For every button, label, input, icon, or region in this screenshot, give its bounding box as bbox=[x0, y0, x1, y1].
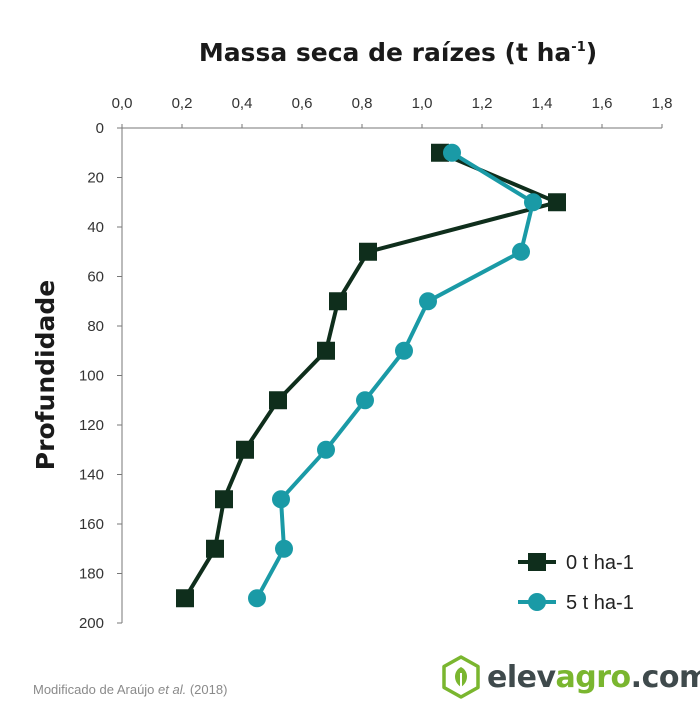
source-credit: Modificado de Araújo et al. (2018) bbox=[33, 682, 228, 697]
legend-marker bbox=[528, 593, 546, 611]
y-tick-label: 200 bbox=[79, 615, 104, 632]
logo-text-com: .com bbox=[630, 659, 700, 695]
data-point-circle bbox=[275, 539, 293, 558]
x-tick-label: 1,8 bbox=[652, 95, 673, 112]
data-point-square bbox=[236, 440, 254, 459]
hexagon-leaf-icon bbox=[442, 655, 480, 699]
y-tick-label: 20 bbox=[87, 170, 104, 187]
data-point-square bbox=[215, 490, 233, 509]
axes bbox=[117, 124, 663, 624]
y-tick-label: 40 bbox=[87, 219, 104, 236]
data-point-circle bbox=[512, 242, 530, 261]
y-tick-label: 120 bbox=[79, 417, 104, 434]
y-tick-label: 80 bbox=[87, 318, 104, 335]
x-tick-label: 1,0 bbox=[412, 95, 433, 112]
y-tick-label: 160 bbox=[79, 516, 104, 533]
data-point-square bbox=[329, 292, 347, 311]
y-tick-label: 180 bbox=[79, 566, 104, 583]
x-tick-label: 0,2 bbox=[172, 95, 193, 112]
logo-text-agro: agro bbox=[555, 659, 632, 695]
data-point-square bbox=[359, 242, 377, 261]
x-tick-label: 0,0 bbox=[112, 95, 133, 112]
x-tick-label: 1,4 bbox=[532, 95, 553, 112]
logo-text-elev: elev bbox=[487, 659, 556, 695]
series-0 bbox=[176, 143, 566, 608]
legend-item: 0 t ha-1 bbox=[518, 552, 634, 574]
series-line bbox=[255, 151, 535, 600]
y-tick-label: 100 bbox=[79, 368, 104, 385]
y-axis-label: Profundidade bbox=[31, 280, 60, 470]
data-point-circle bbox=[317, 440, 335, 459]
data-point-circle bbox=[356, 391, 374, 410]
legend-label: 5 t ha-1 bbox=[566, 592, 634, 614]
y-tick-label: 140 bbox=[79, 467, 104, 484]
x-tick-labels: 0,0 0,2 0,4 0,6 0,8 1,0 1,2 1,4 1,6 1,8 bbox=[112, 95, 673, 112]
data-point-square bbox=[317, 341, 335, 360]
x-tick-label: 0,8 bbox=[352, 95, 373, 112]
data-point-square bbox=[269, 391, 287, 410]
data-point-circle bbox=[395, 341, 413, 360]
data-point-circle bbox=[524, 193, 542, 212]
data-point-square bbox=[176, 589, 194, 608]
series-line bbox=[183, 150, 559, 600]
legend-item: 5 t ha-1 bbox=[518, 592, 634, 614]
legend-marker bbox=[528, 553, 546, 571]
legend-label: 0 t ha-1 bbox=[566, 552, 634, 574]
data-point-circle bbox=[443, 143, 461, 162]
x-tick-label: 0,4 bbox=[232, 95, 253, 112]
data-point-square bbox=[206, 539, 224, 558]
chart-title: Massa seca de raízes (t ha-1) bbox=[199, 38, 597, 67]
elevagro-logo: elevagro.com bbox=[441, 655, 700, 699]
data-point-circle bbox=[419, 292, 437, 311]
x-tick-label: 0,6 bbox=[292, 95, 313, 112]
x-tick-label: 1,2 bbox=[472, 95, 493, 112]
y-tick-label: 0 bbox=[96, 120, 104, 137]
y-tick-label: 60 bbox=[87, 269, 104, 286]
x-tick-label: 1,6 bbox=[592, 95, 613, 112]
legend: 0 t ha-1 5 t ha-1 bbox=[518, 552, 634, 614]
y-tick-labels: 0 20 40 60 80 100 120 140 160 180 200 bbox=[79, 120, 104, 632]
data-point-circle bbox=[248, 589, 266, 608]
series-layer bbox=[176, 143, 566, 608]
data-point-circle bbox=[272, 490, 290, 509]
data-point-square bbox=[548, 193, 566, 212]
series-1 bbox=[248, 143, 542, 608]
